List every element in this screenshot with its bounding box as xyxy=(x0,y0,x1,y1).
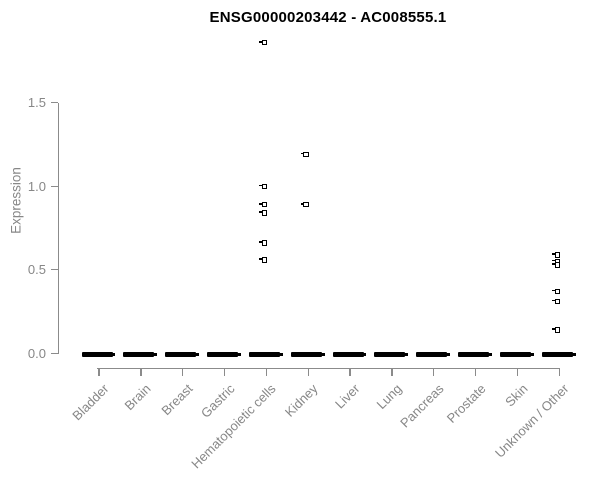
zero-expression-cluster-cap xyxy=(363,353,367,357)
y-axis-label: Expression xyxy=(8,167,24,234)
x-tick-mark xyxy=(391,368,393,376)
zero-expression-cluster xyxy=(374,352,406,358)
zero-expression-cluster xyxy=(458,352,490,358)
zero-expression-cluster xyxy=(248,352,280,358)
x-tick-mark xyxy=(307,368,309,376)
data-point xyxy=(259,183,268,190)
zero-expression-cluster xyxy=(290,352,322,358)
y-tick-label: 1.0 xyxy=(27,178,46,194)
zero-expression-cluster xyxy=(81,352,113,358)
zero-expression-cluster-cap xyxy=(279,353,283,357)
x-tick-mark xyxy=(349,368,351,376)
zero-expression-cluster xyxy=(123,352,155,358)
zero-expression-cluster-cap xyxy=(572,353,576,357)
data-point xyxy=(552,251,561,258)
y-tick-mark xyxy=(50,102,58,104)
data-point xyxy=(301,151,310,158)
zero-expression-cluster xyxy=(165,352,197,358)
zero-expression-cluster xyxy=(207,352,239,358)
zero-expression-cluster-cap xyxy=(112,353,116,357)
zero-expression-cluster xyxy=(500,352,531,358)
zero-expression-cluster-cap xyxy=(488,353,493,357)
zero-expression-cluster-cap xyxy=(153,353,158,357)
x-tick-mark xyxy=(474,368,477,376)
x-tick-mark xyxy=(182,368,184,376)
zero-expression-cluster-cap xyxy=(446,353,451,357)
y-tick-label: 0.5 xyxy=(27,262,46,278)
data-point xyxy=(259,39,268,46)
data-point xyxy=(552,327,561,333)
zero-expression-cluster-cap xyxy=(321,353,325,357)
data-point xyxy=(259,201,268,208)
zero-expression-cluster xyxy=(332,352,364,358)
data-point xyxy=(259,240,268,246)
x-tick-mark xyxy=(433,368,435,376)
x-tick-mark xyxy=(558,368,561,376)
x-axis-line xyxy=(97,368,560,370)
data-point xyxy=(259,210,268,216)
data-point xyxy=(552,288,561,295)
zero-expression-cluster-cap xyxy=(195,353,200,357)
zero-expression-cluster xyxy=(541,352,573,358)
zero-expression-cluster-cap xyxy=(404,353,409,357)
x-tick-mark xyxy=(265,368,268,376)
data-point xyxy=(552,261,561,268)
y-tick-label: 0.0 xyxy=(27,345,46,361)
data-point xyxy=(301,201,310,208)
y-tick-mark xyxy=(50,269,58,271)
x-tick-mark xyxy=(98,368,100,376)
x-tick-mark xyxy=(223,368,226,376)
x-tick-mark xyxy=(140,368,142,376)
zero-expression-cluster-cap xyxy=(237,353,241,357)
data-point xyxy=(552,298,561,305)
chart-title: ENSG00000203442 - AC008555.1 xyxy=(209,9,447,26)
y-tick-mark xyxy=(50,185,58,187)
y-tick-mark xyxy=(50,352,58,354)
data-point xyxy=(259,256,268,263)
x-tick-mark xyxy=(516,368,519,376)
zero-expression-cluster-cap xyxy=(530,353,534,357)
y-axis-line xyxy=(57,103,59,354)
zero-expression-cluster xyxy=(416,352,448,358)
y-tick-label: 1.5 xyxy=(27,95,46,111)
